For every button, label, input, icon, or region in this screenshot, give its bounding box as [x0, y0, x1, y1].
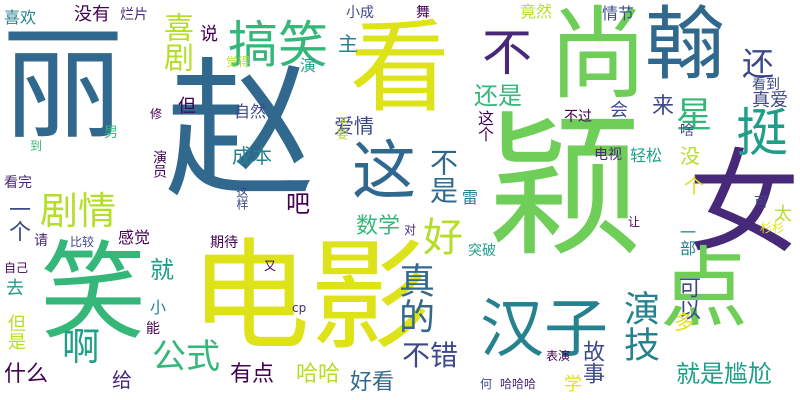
word-lai: 来 — [652, 94, 675, 119]
word-hui: 会 — [610, 100, 628, 121]
word-dan: 但 — [178, 96, 196, 117]
word-xihuan: 喜欢 — [4, 8, 37, 27]
word-ge: 个 — [684, 174, 704, 198]
word-he: 何 — [480, 377, 493, 391]
word-zhende: 真的 — [393, 262, 434, 334]
word-ba: 吧 — [286, 190, 310, 218]
word-aiqing: 爱情 — [334, 114, 374, 138]
word-dianying: 电影 — [190, 228, 430, 367]
word-shuo: 说 — [200, 24, 218, 45]
word-buyao: 不要 — [335, 116, 349, 140]
word-ganjue: 感觉 — [118, 228, 151, 247]
word-sha: 啥 — [680, 123, 694, 139]
word-bucuo: 不错 — [402, 339, 459, 372]
word-duo: 多 — [674, 310, 694, 334]
word-hao: 好 — [423, 215, 463, 261]
word-dui: 对 — [404, 223, 417, 237]
word-xue: 学 — [564, 374, 582, 395]
word-juqing: 剧情 — [40, 189, 117, 233]
word-bijiao: 比较 — [70, 235, 95, 249]
word-dianshi: 电视 — [594, 147, 622, 163]
word-hanzi: 汉子 — [480, 293, 608, 367]
word-qidai: 期待 — [210, 235, 238, 251]
word-gaoxiao: 搞笑 — [228, 16, 328, 74]
word-ziji: 自己 — [4, 261, 29, 275]
word-kandao: 看到 — [752, 77, 780, 93]
word-yan: 演 — [300, 56, 317, 75]
word-nan: 男 — [104, 125, 118, 141]
word-lanpian: 烂片 — [120, 7, 148, 23]
word-you: 又 — [264, 259, 277, 273]
word-keyi: 可以 — [675, 276, 700, 320]
word-neng: 能 — [146, 321, 160, 337]
word-shanshan: 杉杉 — [760, 221, 785, 235]
word-tupo: 突破 — [468, 243, 496, 259]
word-tai: 太 — [774, 204, 792, 225]
word-rang: 让 — [628, 215, 641, 229]
word-hai: 还 — [742, 45, 775, 83]
word-yibu: 一部 — [677, 224, 696, 256]
word-zhu: 主 — [338, 32, 358, 56]
word-kan: 看 — [350, 9, 450, 126]
word-zhe: 这 — [352, 135, 416, 209]
word-meiyou: 没有 — [74, 4, 110, 25]
word-buguo: 不过 — [564, 109, 592, 125]
word-qingsong: 轻松 — [630, 146, 663, 165]
word-bu: 不 — [482, 24, 532, 82]
word-haha: 哈哈 — [296, 362, 341, 387]
word-qingjie: 情节 — [602, 4, 635, 23]
word-juede: 觉得 — [226, 55, 251, 69]
word-ting: 挺 — [736, 104, 789, 164]
word-shenme: 什么 — [4, 362, 49, 387]
word-gongshi: 公式 — [152, 337, 220, 377]
word-cp: cp — [292, 301, 307, 315]
word-kanwan: 看完 — [4, 175, 32, 191]
word-hahaha: 哈哈哈 — [500, 377, 537, 391]
word-yanji: 演技 — [618, 290, 659, 362]
word-danshi: 但是 — [5, 314, 26, 350]
word-xiao: 笑 — [40, 231, 146, 354]
word-dian: 点 — [660, 237, 749, 340]
word-jiushiganga: 就是尴尬 — [676, 360, 772, 388]
word-shuxue: 数学 — [356, 214, 401, 239]
word-gei: 给 — [112, 368, 132, 392]
word-yanyuan: 演员 — [151, 150, 167, 178]
word-xing: 星 — [676, 95, 713, 136]
word-zhege: 这个 — [475, 110, 494, 142]
word-youdian: 有点 — [230, 362, 275, 387]
word-biaoyan: 表演 — [546, 349, 571, 363]
word-lei: 雷 — [462, 188, 479, 207]
word-jiu: 就 — [150, 256, 174, 284]
word-xiao2: 小 — [150, 298, 167, 317]
word-wu: 舞 — [416, 5, 430, 21]
word-nv: 女 — [688, 139, 800, 269]
word-xiaocheng: 小成 — [346, 5, 374, 21]
word-dao: 到 — [30, 139, 43, 153]
word-han: 翰 — [645, 0, 725, 91]
word-shang: 尚 — [548, 0, 648, 113]
word-xiju: 喜剧 — [158, 12, 193, 72]
word-xiu: 修 — [150, 107, 163, 121]
word-gushi: 故事 — [579, 340, 604, 384]
word-bushi: 不是 — [426, 148, 459, 204]
word-haishi: 还是 — [474, 82, 522, 110]
word-li: 丽 — [2, 14, 124, 156]
word-jingran: 竟然 — [520, 2, 553, 21]
word-ke: 可 — [754, 195, 768, 211]
word-yige: 一个 — [5, 198, 30, 242]
word-qu: 去 — [6, 278, 24, 299]
word-ziran: 自然 — [234, 102, 267, 121]
word-zheyang: 这样 — [235, 186, 249, 210]
word-a: 啊 — [62, 325, 101, 369]
word-qing: 请 — [34, 233, 48, 249]
word-zhenai: 真爱 — [752, 90, 788, 111]
word-ying: 颖 — [488, 97, 643, 278]
word-mei: 没 — [680, 144, 700, 168]
word-zhao: 赵 — [165, 45, 316, 219]
word-chengben: 成本 — [232, 144, 272, 168]
word-haokan: 好看 — [350, 370, 395, 395]
